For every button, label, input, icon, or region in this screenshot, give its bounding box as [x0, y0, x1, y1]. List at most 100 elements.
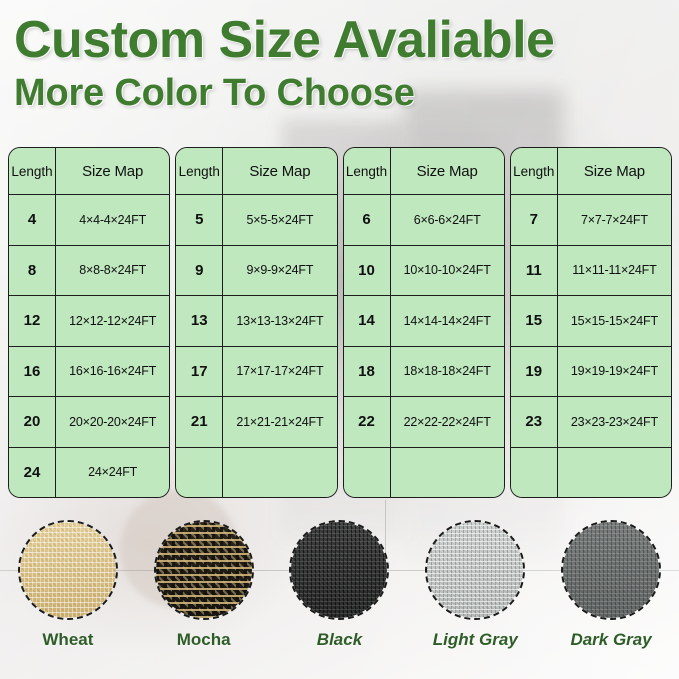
column-header-size-map: Size Map: [557, 148, 671, 194]
column-header-length: Length: [176, 148, 224, 194]
cell-length: 9: [176, 245, 224, 295]
fabric-swatch-icon[interactable]: [289, 520, 390, 620]
cell-size-map: [223, 447, 337, 497]
column-header-length: Length: [343, 148, 391, 194]
page-title: Custom Size Avaliable: [14, 11, 555, 69]
cell-size-map: 5×5-5×24FT: [223, 195, 337, 245]
table-row: 18 18×18-18×24FT: [343, 346, 504, 397]
table-row: 4 4×4-4×24FT: [9, 195, 170, 246]
background-line: [385, 500, 386, 572]
size-table-2: Length Size Map 5 5×5-5×24FT 9 9×9-9×24FT 13 13…: [175, 147, 338, 498]
fabric-texture: [155, 522, 252, 618]
cell-length: 10: [343, 245, 391, 295]
table-row: [343, 447, 504, 497]
size-table-1: Length Size Map 4 4×4-4×24FT 8 8×8-8×24FT 12 12…: [8, 147, 171, 498]
cell-size-map: 16×16-16×24FT: [56, 346, 170, 396]
size-table-3: Length Size Map 6 6×6-6×24FT 10 10×10-10×24FT…: [342, 147, 505, 498]
fabric-texture: [19, 522, 116, 618]
cell-length: 15: [510, 296, 558, 346]
cell-size-map: [557, 447, 671, 497]
color-swatch-black[interactable]: Black: [272, 520, 408, 679]
swatch-label: Dark Gray: [570, 630, 652, 649]
fabric-texture: [291, 522, 388, 618]
table-row: 6 6×6-6×24FT: [343, 195, 504, 246]
cell-size-map: 18×18-18×24FT: [390, 346, 504, 396]
table-row: 7 7×7-7×24FT: [510, 195, 671, 246]
column-header-length: Length: [510, 148, 558, 194]
column-header-length: Length: [9, 148, 56, 194]
table-row: 16 16×16-16×24FT: [9, 346, 170, 397]
table-row: 14 14×14-14×24FT: [343, 296, 504, 347]
cell-size-map: 8×8-8×24FT: [56, 245, 170, 295]
cell-length: 18: [343, 346, 391, 396]
cell-size-map: 4×4-4×24FT: [56, 195, 170, 245]
color-swatch-mocha[interactable]: Mocha: [136, 520, 272, 679]
fabric-swatch-icon[interactable]: [17, 520, 118, 620]
column-header-size-map: Size Map: [56, 148, 170, 194]
table-row: 21 21×21-21×24FT: [176, 397, 337, 448]
table-row: 17 17×17-17×24FT: [176, 346, 337, 397]
table-row: 11 11×11-11×24FT: [510, 245, 671, 296]
table-row: 13 13×13-13×24FT: [176, 296, 337, 347]
table-header-row: Length Size Map: [9, 148, 170, 195]
cell-length: 19: [510, 346, 558, 396]
table-header-row: Length Size Map: [176, 148, 337, 195]
color-swatches: Wheat Mocha Black Light Gray Dark Gray: [0, 520, 679, 679]
cell-length: 13: [176, 296, 224, 346]
cell-length: 24: [9, 447, 56, 497]
table-row: 10 10×10-10×24FT: [343, 245, 504, 296]
color-swatch-dark-gray[interactable]: Dark Gray: [543, 520, 679, 679]
cell-size-map: 9×9-9×24FT: [223, 245, 337, 295]
color-swatch-light-gray[interactable]: Light Gray: [407, 520, 543, 679]
cell-length: 5: [176, 195, 224, 245]
cell-length: 12: [9, 296, 56, 346]
color-swatch-wheat[interactable]: Wheat: [0, 520, 136, 679]
cell-length: [510, 447, 558, 497]
cell-size-map: 15×15-15×24FT: [557, 296, 671, 346]
swatch-label: Light Gray: [432, 630, 518, 649]
table-row: 19 19×19-19×24FT: [510, 346, 671, 397]
cell-size-map: 23×23-23×24FT: [557, 397, 671, 447]
table-row: 8 8×8-8×24FT: [9, 245, 170, 296]
fabric-texture: [427, 522, 524, 618]
table-row: 22 22×22-22×24FT: [343, 397, 504, 448]
cell-size-map: [390, 447, 504, 497]
cell-length: 20: [9, 397, 56, 447]
cell-size-map: 14×14-14×24FT: [390, 296, 504, 346]
cell-length: 8: [9, 245, 56, 295]
cell-length: 14: [343, 296, 391, 346]
cell-size-map: 21×21-21×24FT: [223, 397, 337, 447]
table-row: 5 5×5-5×24FT: [176, 195, 337, 246]
cell-length: 4: [9, 195, 56, 245]
table-row: [510, 447, 671, 497]
cell-length: [343, 447, 391, 497]
column-header-size-map: Size Map: [390, 148, 504, 194]
cell-size-map: 19×19-19×24FT: [557, 346, 671, 396]
fabric-swatch-icon[interactable]: [561, 520, 662, 620]
cell-size-map: 11×11-11×24FT: [557, 245, 671, 295]
table-row: 12 12×12-12×24FT: [9, 296, 170, 347]
cell-size-map: 22×22-22×24FT: [390, 397, 504, 447]
fabric-swatch-icon[interactable]: [153, 520, 254, 620]
cell-size-map: 24×24FT: [56, 447, 170, 497]
cell-size-map: 6×6-6×24FT: [390, 195, 504, 245]
cell-length: 17: [176, 346, 224, 396]
cell-size-map: 10×10-10×24FT: [390, 245, 504, 295]
fabric-swatch-icon[interactable]: [425, 520, 526, 620]
cell-size-map: 13×13-13×24FT: [223, 296, 337, 346]
table-row: 20 20×20-20×24FT: [9, 397, 170, 448]
cell-size-map: 17×17-17×24FT: [223, 346, 337, 396]
size-tables: Length Size Map 4 4×4-4×24FT 8 8×8-8×24FT 12 12…: [8, 147, 672, 498]
table-row: 23 23×23-23×24FT: [510, 397, 671, 448]
cell-length: 16: [9, 346, 56, 396]
column-header-size-map: Size Map: [223, 148, 337, 194]
cell-length: 11: [510, 245, 558, 295]
page-subtitle: More Color To Choose: [14, 72, 415, 115]
cell-length: 21: [176, 397, 224, 447]
table-row: 15 15×15-15×24FT: [510, 296, 671, 347]
headings-block: Custom Size Avaliable More Color To Choo…: [14, 12, 664, 118]
cell-length: [176, 447, 224, 497]
table-row: 9 9×9-9×24FT: [176, 245, 337, 296]
cell-length: 7: [510, 195, 558, 245]
table-header-row: Length Size Map: [510, 148, 671, 195]
